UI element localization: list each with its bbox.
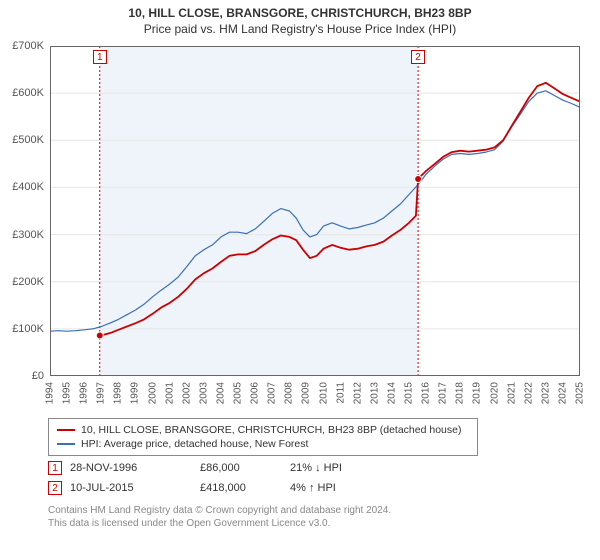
x-tick-label: 2025	[575, 382, 586, 404]
transactions-list: 1 28-NOV-1996£86,00021% ↓ HPI 2 10-JUL-2015…	[48, 458, 578, 498]
x-tick-label: 2008	[284, 382, 295, 404]
x-tick-label: 2007	[267, 382, 278, 404]
x-tick-label: 2024	[557, 382, 568, 404]
y-tick-label: £700K	[12, 40, 44, 52]
legend-item: 10, HILL CLOSE, BRANSGORE, CHRISTCHURCH,…	[57, 423, 469, 437]
transaction-delta: 21% ↓ HPI	[290, 462, 420, 474]
y-axis-labels: £0£100K£200K£300K£400K£500K£600K£700K	[0, 46, 44, 376]
footer-line-1: Contains HM Land Registry data © Crown c…	[48, 504, 578, 517]
marker-flag: 2	[411, 50, 425, 64]
x-tick-label: 2019	[472, 382, 483, 404]
legend-swatch	[57, 429, 75, 431]
x-tick-label: 2004	[215, 382, 226, 404]
legend-label: HPI: Average price, detached house, New …	[81, 437, 308, 451]
transaction-row: 2 10-JUL-2015£418,0004% ↑ HPI	[48, 478, 578, 498]
header: 10, HILL CLOSE, BRANSGORE, CHRISTCHURCH,…	[0, 0, 600, 36]
marker-flag: 1	[93, 50, 107, 64]
transaction-row: 1 28-NOV-1996£86,00021% ↓ HPI	[48, 458, 578, 478]
transaction-price: £86,000	[200, 462, 290, 474]
legend: 10, HILL CLOSE, BRANSGORE, CHRISTCHURCH,…	[48, 418, 478, 456]
x-tick-label: 2000	[147, 382, 158, 404]
x-axis-labels: 1994199519961997199819992000200120022003…	[50, 382, 580, 422]
y-tick-label: £600K	[12, 87, 44, 99]
x-tick-label: 2012	[352, 382, 363, 404]
legend-label: 10, HILL CLOSE, BRANSGORE, CHRISTCHURCH,…	[81, 423, 461, 437]
x-tick-label: 2006	[250, 382, 261, 404]
x-tick-label: 2023	[540, 382, 551, 404]
x-tick-label: 2017	[438, 382, 449, 404]
legend-swatch	[57, 443, 75, 445]
x-tick-label: 1999	[130, 382, 141, 404]
x-tick-label: 2001	[164, 382, 175, 404]
y-tick-label: £0	[32, 370, 44, 382]
transaction-date: 10-JUL-2015	[70, 482, 200, 494]
transaction-badge: 2	[48, 481, 62, 495]
x-tick-label: 2002	[181, 382, 192, 404]
x-tick-label: 2016	[421, 382, 432, 404]
footer: Contains HM Land Registry data © Crown c…	[48, 504, 578, 530]
x-tick-label: 2021	[506, 382, 517, 404]
y-tick-label: £500K	[12, 134, 44, 146]
x-tick-label: 1997	[96, 382, 107, 404]
legend-item: HPI: Average price, detached house, New …	[57, 437, 469, 451]
x-tick-label: 1994	[45, 382, 56, 404]
x-tick-label: 1995	[62, 382, 73, 404]
transaction-price: £418,000	[200, 482, 290, 494]
x-tick-label: 2011	[335, 382, 346, 404]
page-title: 10, HILL CLOSE, BRANSGORE, CHRISTCHURCH,…	[0, 6, 600, 20]
y-tick-label: £300K	[12, 229, 44, 241]
x-tick-label: 2009	[301, 382, 312, 404]
x-tick-label: 2013	[369, 382, 380, 404]
x-tick-label: 2022	[523, 382, 534, 404]
y-tick-label: £400K	[12, 181, 44, 193]
y-tick-label: £200K	[12, 276, 44, 288]
x-tick-label: 2020	[489, 382, 500, 404]
x-tick-label: 1998	[113, 382, 124, 404]
transaction-date: 28-NOV-1996	[70, 462, 200, 474]
transaction-badge: 1	[48, 461, 62, 475]
footer-line-2: This data is licensed under the Open Gov…	[48, 517, 578, 530]
x-tick-label: 2010	[318, 382, 329, 404]
chart-plot	[50, 46, 580, 376]
y-tick-label: £100K	[12, 323, 44, 335]
x-tick-label: 2003	[198, 382, 209, 404]
transaction-delta: 4% ↑ HPI	[290, 482, 420, 494]
page-subtitle: Price paid vs. HM Land Registry's House …	[0, 22, 600, 36]
x-tick-label: 2005	[233, 382, 244, 404]
x-tick-label: 2018	[455, 382, 466, 404]
x-tick-label: 2015	[404, 382, 415, 404]
x-tick-label: 2014	[386, 382, 397, 404]
x-tick-label: 1996	[79, 382, 90, 404]
